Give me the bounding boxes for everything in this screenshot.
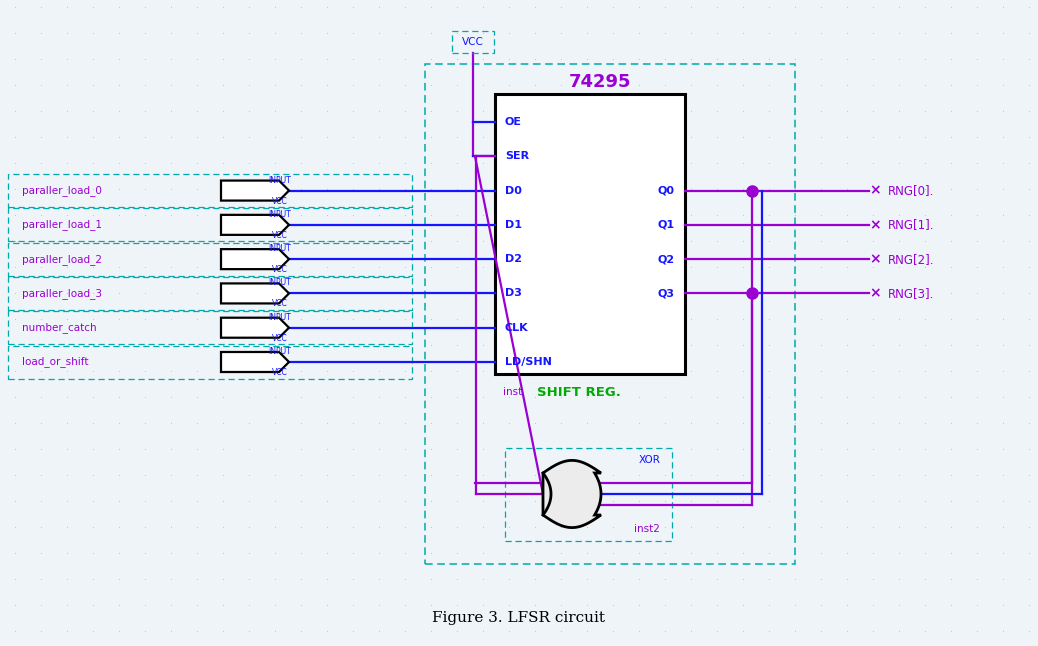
Text: INPUT: INPUT xyxy=(269,176,292,185)
Text: ×: × xyxy=(869,183,881,198)
Text: INPUT: INPUT xyxy=(269,313,292,322)
Bar xyxy=(8,174,412,207)
Text: load_or_shift: load_or_shift xyxy=(22,357,88,368)
Text: SHIFT REG.: SHIFT REG. xyxy=(537,386,621,399)
Text: D3: D3 xyxy=(506,288,522,298)
Text: D2: D2 xyxy=(506,254,522,264)
Text: Figure 3. LFSR circuit: Figure 3. LFSR circuit xyxy=(433,611,605,625)
Polygon shape xyxy=(221,181,289,200)
Bar xyxy=(506,448,672,541)
Text: ×: × xyxy=(869,286,881,300)
Text: ×: × xyxy=(869,218,881,232)
Text: SER: SER xyxy=(506,151,529,162)
Text: INPUT: INPUT xyxy=(269,278,292,287)
Text: INPUT: INPUT xyxy=(269,347,292,356)
Text: VCC: VCC xyxy=(462,37,484,47)
Text: RNG[1].: RNG[1]. xyxy=(887,218,934,231)
Text: D0: D0 xyxy=(506,185,522,196)
Polygon shape xyxy=(543,461,601,528)
Text: INPUT: INPUT xyxy=(269,210,292,219)
Polygon shape xyxy=(221,249,289,269)
Bar xyxy=(8,277,412,310)
Text: LD/SHN: LD/SHN xyxy=(506,357,552,367)
Polygon shape xyxy=(221,284,289,304)
Text: RNG[3].: RNG[3]. xyxy=(887,287,934,300)
Text: paraller_load_0: paraller_load_0 xyxy=(22,185,102,196)
Polygon shape xyxy=(221,215,289,235)
Text: VCC: VCC xyxy=(272,334,288,343)
Text: Q2: Q2 xyxy=(658,254,675,264)
Text: Q0: Q0 xyxy=(658,185,675,196)
Text: ×: × xyxy=(869,252,881,266)
Text: RNG[2].: RNG[2]. xyxy=(887,253,934,266)
Text: paraller_load_2: paraller_load_2 xyxy=(22,254,102,265)
Text: VCC: VCC xyxy=(272,265,288,274)
Text: RNG[0].: RNG[0]. xyxy=(887,184,934,197)
Text: number_catch: number_catch xyxy=(22,322,97,333)
Polygon shape xyxy=(221,318,289,338)
Bar xyxy=(8,243,412,276)
Text: inst2: inst2 xyxy=(634,524,660,534)
Bar xyxy=(425,64,795,564)
Text: inst: inst xyxy=(503,387,522,397)
Bar xyxy=(452,31,494,53)
Text: XOR: XOR xyxy=(639,455,661,465)
Text: D1: D1 xyxy=(506,220,522,230)
Bar xyxy=(495,94,685,374)
Text: VCC: VCC xyxy=(272,231,288,240)
Text: Q1: Q1 xyxy=(658,220,675,230)
Text: INPUT: INPUT xyxy=(269,244,292,253)
Bar xyxy=(8,311,412,344)
Text: VCC: VCC xyxy=(272,368,288,377)
Text: Q3: Q3 xyxy=(658,288,675,298)
Bar xyxy=(8,346,412,379)
Bar xyxy=(8,209,412,242)
Text: VCC: VCC xyxy=(272,196,288,205)
Text: CLK: CLK xyxy=(506,323,528,333)
Text: paraller_load_1: paraller_load_1 xyxy=(22,220,102,231)
Text: paraller_load_3: paraller_load_3 xyxy=(22,288,102,299)
Polygon shape xyxy=(221,352,289,372)
Text: VCC: VCC xyxy=(272,300,288,308)
Text: 74295: 74295 xyxy=(569,73,631,91)
Text: OE: OE xyxy=(506,117,522,127)
